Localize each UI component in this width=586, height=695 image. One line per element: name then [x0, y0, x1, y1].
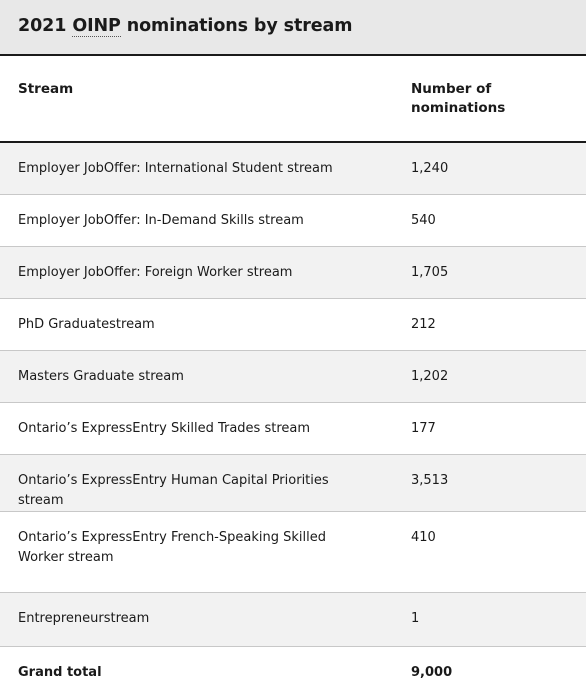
- count-cell: 540: [393, 194, 586, 247]
- column-header-nominations: Number of nominations: [393, 56, 586, 143]
- stream-cell: Employer JobOffer: International Student…: [0, 142, 393, 195]
- nominations-table: Stream Number of nominations Employer Job…: [0, 56, 586, 695]
- count-cell: 1: [393, 592, 586, 647]
- column-header-nominations-line1: Number of: [411, 81, 492, 97]
- stream-cell: Employer JobOffer: In-Demand Skills stre…: [0, 194, 393, 247]
- table-row: PhD Graduatestream 212: [0, 298, 586, 351]
- table-row: Employer JobOffer: Foreign Worker stream…: [0, 246, 586, 299]
- table-row: Entrepreneurstream 1: [0, 592, 586, 647]
- table-row: Ontario’s ExpressEntry Skilled Trades st…: [0, 402, 586, 455]
- stream-cell: Ontario’s ExpressEntry French-Speaking S…: [0, 511, 393, 593]
- count-cell: 177: [393, 402, 586, 455]
- stream-cell: Employer JobOffer: Foreign Worker stream: [0, 246, 393, 299]
- column-header-stream: Stream: [0, 56, 393, 143]
- caption-prefix: 2021: [18, 16, 73, 36]
- table-caption: 2021 OINP nominations by stream: [0, 0, 586, 56]
- column-header-nominations-line2: nominations: [411, 100, 506, 116]
- table-row: Employer JobOffer: In-Demand Skills stre…: [0, 194, 586, 247]
- stream-cell: Masters Graduate stream: [0, 350, 393, 403]
- table-row: Employer JobOffer: International Student…: [0, 142, 586, 195]
- oinp-abbreviation[interactable]: OINP: [72, 16, 121, 37]
- count-cell: 1,240: [393, 142, 586, 195]
- stream-cell: Ontario’s ExpressEntry Skilled Trades st…: [0, 402, 393, 455]
- count-cell: 3,513: [393, 454, 586, 512]
- stream-cell: Ontario’s ExpressEntry Human Capital Pri…: [0, 454, 393, 512]
- grand-total-label: Grand total: [0, 646, 393, 695]
- stream-cell: PhD Graduatestream: [0, 298, 393, 351]
- count-cell: 212: [393, 298, 586, 351]
- caption-suffix: nominations by stream: [120, 16, 353, 36]
- stream-cell: Entrepreneurstream: [0, 592, 393, 647]
- count-cell: 1,705: [393, 246, 586, 299]
- count-cell: 1,202: [393, 350, 586, 403]
- grand-total-count: 9,000: [393, 646, 586, 695]
- table-row: Ontario’s ExpressEntry French-Speaking S…: [0, 511, 586, 593]
- grand-total-row: Grand total 9,000: [0, 646, 586, 695]
- table-header-row: Stream Number of nominations: [0, 56, 586, 143]
- table-row: Ontario’s ExpressEntry Human Capital Pri…: [0, 454, 586, 512]
- table-row: Masters Graduate stream 1,202: [0, 350, 586, 403]
- count-cell: 410: [393, 511, 586, 593]
